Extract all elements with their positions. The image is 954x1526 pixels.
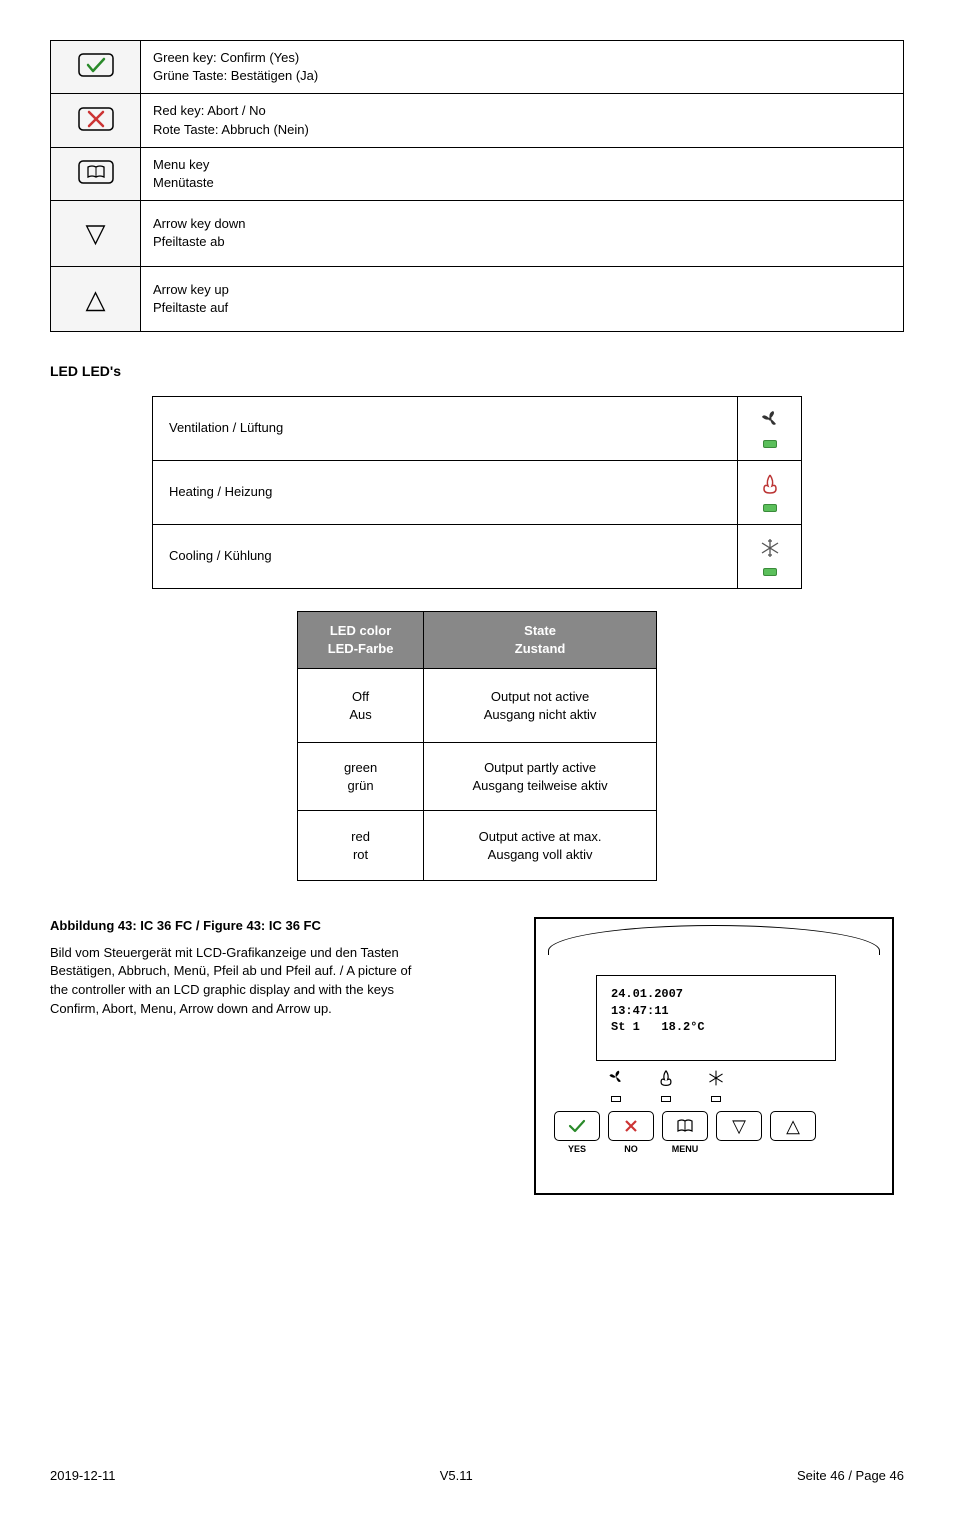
led-section-heading: LED LED's — [50, 362, 904, 382]
key-desc-de: Grüne Taste: Bestätigen (Ja) — [153, 67, 891, 85]
led-label-en: Cooling — [169, 548, 213, 563]
key-desc-en: Green key: Confirm (Yes) — [153, 49, 891, 67]
footer-page: Seite 46 / Page 46 — [797, 1467, 904, 1485]
table-row: red rot Output active at max. Ausgang vo… — [298, 811, 657, 881]
button-row: YES NO MENU ▽ △ — [554, 1111, 816, 1156]
controller-bezel — [548, 925, 880, 955]
snowflake-icon — [706, 1069, 726, 1101]
table-row: Cooling / Kühlung — [153, 524, 802, 588]
key-desc-en: Red key: Abort / No — [153, 102, 891, 120]
menu-button[interactable] — [662, 1111, 708, 1141]
snowflake-icon — [738, 524, 802, 588]
footer-date: 2019-12-11 — [50, 1467, 116, 1485]
page-footer: 2019-12-11 V5.11 Seite 46 / Page 46 — [50, 1467, 904, 1485]
table-row: △ Arrow key up Pfeiltaste auf — [51, 266, 904, 331]
book-icon — [51, 147, 141, 200]
key-function-table: Green key: Confirm (Yes) Grüne Taste: Be… — [50, 40, 904, 332]
led-label-en: Ventilation — [169, 420, 229, 435]
key-desc-de: Pfeiltaste ab — [153, 233, 891, 251]
led-indicator — [763, 504, 777, 512]
display-temp: St 1 18.2°C — [611, 1019, 835, 1035]
display-line1: 24.01.2007 — [611, 986, 835, 1002]
state-cell: Output not active Ausgang nicht aktiv — [424, 669, 657, 743]
state-cell: Output active at max. Ausgang voll aktiv — [424, 811, 657, 881]
table-row: Ventilation / Lüftung — [153, 396, 802, 460]
table-row: green grün Output partly active Ausgang … — [298, 743, 657, 811]
state-cell: Output partly active Ausgang teilweise a… — [424, 743, 657, 811]
table-row: Green key: Confirm (Yes) Grüne Taste: Be… — [51, 41, 904, 94]
no-label: NO — [608, 1143, 654, 1156]
fan-icon — [606, 1069, 626, 1101]
controller-display: 24.01.2007 13:47:11 St 1 18.2°C — [596, 975, 836, 1061]
up-arrow-icon: △ — [51, 266, 141, 331]
flame-icon — [656, 1069, 676, 1101]
led-indicator — [763, 568, 777, 576]
table-row: Heating / Heizung — [153, 460, 802, 524]
color-cell: red rot — [298, 811, 424, 881]
table-row: ▽ Arrow key down Pfeiltaste ab — [51, 201, 904, 266]
key-desc-de: Menütaste — [153, 174, 891, 192]
key-desc-en: Menu key — [153, 156, 891, 174]
menu-label: MENU — [662, 1143, 708, 1156]
led-label-en: Heating — [169, 484, 214, 499]
mode-icons-row — [606, 1069, 726, 1101]
led-label-de: Kühlung — [224, 548, 272, 563]
yes-label: YES — [554, 1143, 600, 1156]
color-cell: green grün — [298, 743, 424, 811]
down-arrow-icon: ▽ — [51, 201, 141, 266]
led-label-de: Lüftung — [240, 420, 283, 435]
key-desc-de: Rote Taste: Abbruch (Nein) — [153, 121, 891, 139]
figure-heading: Abbildung 43: IC 36 FC / Figure 43: IC 3… — [50, 917, 430, 935]
display-line2: 13:47:11 — [611, 1003, 835, 1019]
led-color-table: LED color LED-Farbe State Zustand Off Au… — [297, 611, 657, 881]
color-header-2: State Zustand — [424, 612, 657, 669]
led-indicator — [763, 440, 777, 448]
led-heading-de: LED — [50, 363, 78, 379]
down-button[interactable]: ▽ — [716, 1111, 762, 1141]
fan-icon — [738, 396, 802, 460]
footer-version: V5.11 — [440, 1467, 473, 1485]
color-cell: Off Aus — [298, 669, 424, 743]
no-button[interactable] — [608, 1111, 654, 1141]
led-heading-en: LED's — [82, 363, 121, 379]
table-row: Menu key Menütaste — [51, 147, 904, 200]
controller-diagram: 24.01.2007 13:47:11 St 1 18.2°C — [534, 917, 894, 1195]
cross-icon — [51, 94, 141, 147]
key-desc-en: Arrow key down — [153, 215, 891, 233]
check-icon — [51, 41, 141, 94]
table-row: Off Aus Output not active Ausgang nicht … — [298, 669, 657, 743]
up-button[interactable]: △ — [770, 1111, 816, 1141]
led-label-de: Heizung — [225, 484, 273, 499]
flame-icon — [738, 460, 802, 524]
figure-section: Abbildung 43: IC 36 FC / Figure 43: IC 3… — [50, 917, 904, 1267]
figure-description: Bild vom Steuergerät mit LCD-Grafikanzei… — [50, 944, 430, 1019]
key-desc-en: Arrow key up — [153, 281, 891, 299]
key-desc-de: Pfeiltaste auf — [153, 299, 891, 317]
led-table: Ventilation / Lüftung Heating / Heizung — [152, 396, 802, 590]
color-header-1: LED color LED-Farbe — [298, 612, 424, 669]
table-row: Red key: Abort / No Rote Taste: Abbruch … — [51, 94, 904, 147]
yes-button[interactable] — [554, 1111, 600, 1141]
